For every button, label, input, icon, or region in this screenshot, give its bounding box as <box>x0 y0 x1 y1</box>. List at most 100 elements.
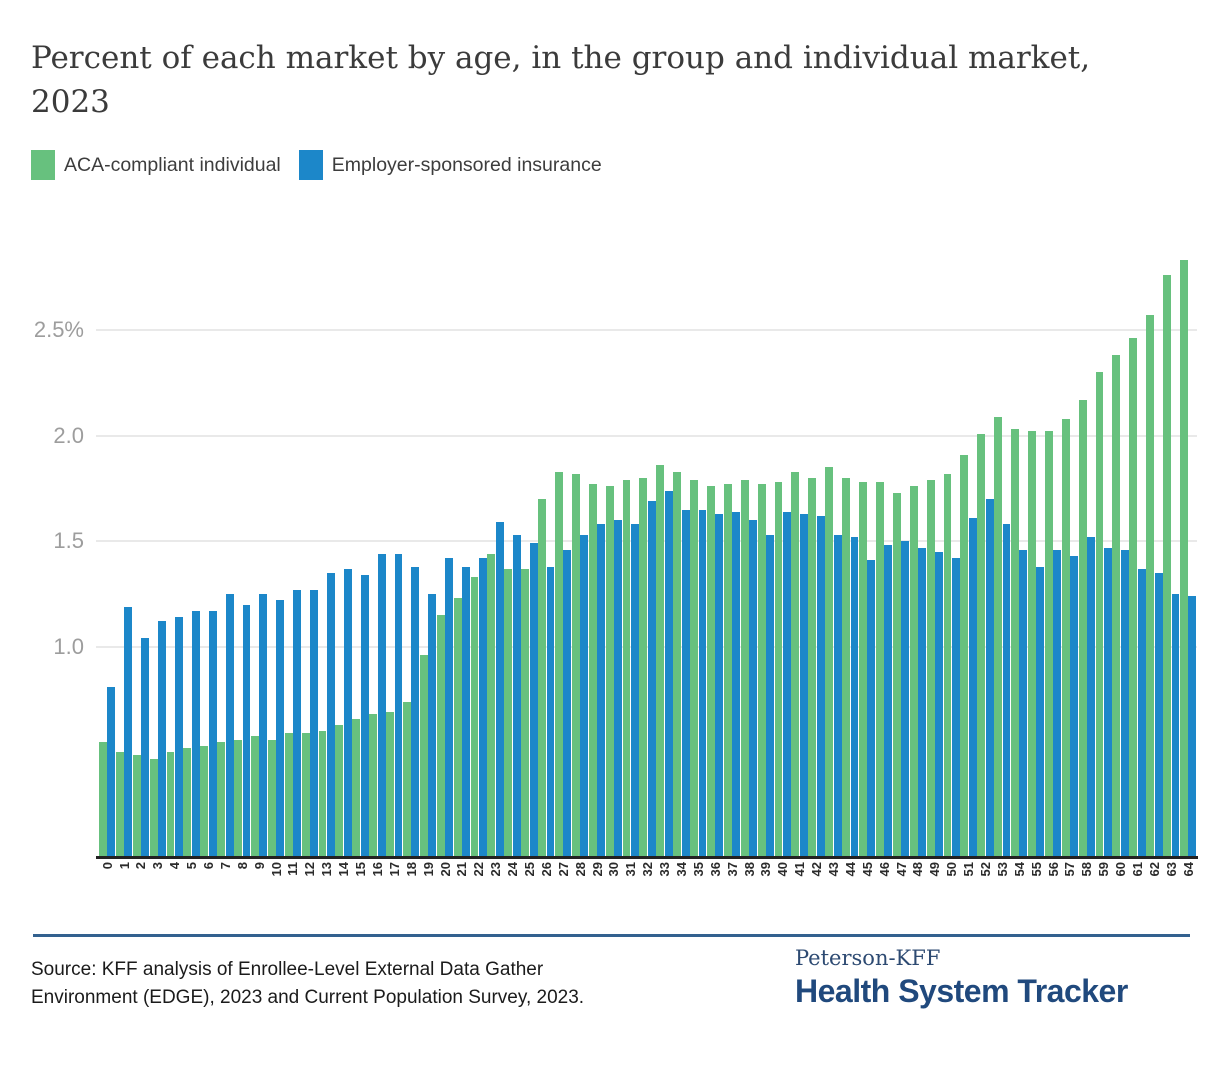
bar-esi-age-55 <box>1036 566 1045 858</box>
bar-aca-individual-age-37 <box>723 484 732 858</box>
x-tick-label-64: 64 <box>1180 862 1196 877</box>
bar-aca-individual-age-22 <box>470 577 479 858</box>
bar-esi-age-25 <box>529 543 538 858</box>
bar-group-age-2 <box>132 240 150 858</box>
bar-aca-individual-age-39 <box>757 484 766 858</box>
bar-group-age-11 <box>284 240 302 858</box>
source-text-line2: Environment (EDGE), 2023 and Current Pop… <box>31 987 585 1008</box>
bar-esi-age-63 <box>1171 594 1180 858</box>
bar-aca-individual-age-33 <box>656 465 665 858</box>
bar-aca-individual-age-1 <box>115 752 124 858</box>
bar-esi-age-23 <box>495 522 504 858</box>
bar-group-age-42 <box>808 240 825 858</box>
legend-label-aca-individual: ACA-compliant individual <box>64 153 281 176</box>
x-tick-label-22: 22 <box>471 862 487 877</box>
x-tick-label-39: 39 <box>758 862 774 877</box>
x-tick-label-7: 7 <box>217 862 233 870</box>
legend-swatch-green-icon <box>31 150 55 180</box>
x-tick-label-44: 44 <box>842 862 858 877</box>
bar-esi-age-9 <box>259 594 268 858</box>
bar-aca-individual-age-57 <box>1061 418 1070 858</box>
bar-group-age-56 <box>1044 240 1062 858</box>
bar-aca-individual-age-48 <box>909 486 918 858</box>
bar-group-age-50 <box>943 240 961 858</box>
bar-group-age-64 <box>1179 240 1197 858</box>
bar-group-age-32 <box>639 240 656 858</box>
bar-aca-individual-age-25 <box>521 568 530 858</box>
bar-esi-age-45 <box>867 560 876 858</box>
x-tick-label-17: 17 <box>386 862 402 877</box>
bar-group-age-22 <box>470 240 488 858</box>
x-tick-label-62: 62 <box>1146 862 1162 877</box>
bar-esi-age-34 <box>681 509 690 858</box>
x-tick-label-53: 53 <box>994 862 1010 877</box>
legend: ACA-compliant individual Employer-sponso… <box>31 150 602 180</box>
bar-esi-age-53 <box>1002 524 1011 858</box>
bar-aca-individual-age-3 <box>149 758 158 858</box>
bar-group-age-14 <box>335 240 352 858</box>
bar-esi-age-6 <box>208 610 217 858</box>
bar-esi-age-12 <box>310 589 318 858</box>
bar-esi-age-27 <box>563 549 572 858</box>
bar-group-age-12 <box>301 240 319 858</box>
bar-esi-age-28 <box>580 534 589 858</box>
bar-aca-individual-age-56 <box>1044 431 1053 858</box>
bar-group-age-5 <box>183 240 200 858</box>
x-tick-label-2: 2 <box>133 862 149 870</box>
legend-item-employer-sponsored[interactable]: Employer-sponsored insurance <box>298 150 602 180</box>
bar-group-age-39 <box>757 240 775 858</box>
brand-logo[interactable]: Peterson-KFF Health System Tracker <box>795 946 1128 1010</box>
bar-group-age-40 <box>774 240 792 858</box>
x-tick-label-56: 56 <box>1045 862 1061 877</box>
bar-esi-age-18 <box>411 566 420 858</box>
bar-group-age-33 <box>656 240 673 858</box>
plot-area <box>99 240 1200 858</box>
bar-esi-age-4 <box>174 617 183 858</box>
bar-esi-age-59 <box>1103 547 1112 858</box>
x-tick-label-59: 59 <box>1096 862 1112 877</box>
x-tick-label-29: 29 <box>589 862 605 877</box>
x-tick-label-33: 33 <box>657 862 673 877</box>
bar-aca-individual-age-16 <box>369 714 378 858</box>
bar-aca-individual-age-21 <box>453 598 462 858</box>
x-tick-label-1: 1 <box>116 862 132 870</box>
bar-esi-age-24 <box>512 534 521 858</box>
y-tick-label-1.5: 1.5 <box>53 528 84 554</box>
x-tick-label-12: 12 <box>302 862 318 877</box>
bar-esi-age-52 <box>985 498 994 858</box>
bar-group-age-58 <box>1078 240 1096 858</box>
x-tick-label-0: 0 <box>99 862 115 870</box>
bar-group-age-31 <box>622 240 640 858</box>
bar-group-age-49 <box>926 240 944 858</box>
bar-aca-individual-age-53 <box>994 416 1003 858</box>
x-tick-label-16: 16 <box>369 862 385 877</box>
bar-esi-age-39 <box>766 534 775 858</box>
chart-title-line2: 2023 <box>31 84 110 120</box>
bar-esi-age-38 <box>749 520 758 858</box>
x-tick-label-40: 40 <box>775 862 791 877</box>
bar-group-age-29 <box>588 240 606 858</box>
bar-aca-individual-age-10 <box>267 739 276 858</box>
bar-aca-individual-age-23 <box>487 553 496 858</box>
bar-esi-age-47 <box>901 541 910 858</box>
bar-aca-individual-age-9 <box>251 735 259 858</box>
bar-aca-individual-age-12 <box>301 733 310 858</box>
x-tick-label-6: 6 <box>201 862 217 870</box>
x-tick-label-19: 19 <box>420 862 436 877</box>
bar-esi-age-7 <box>225 594 234 858</box>
bar-esi-age-61 <box>1137 568 1146 858</box>
bar-group-age-23 <box>487 240 504 858</box>
bar-aca-individual-age-36 <box>707 486 715 858</box>
bar-aca-individual-age-17 <box>386 712 395 858</box>
bar-group-age-30 <box>605 240 623 858</box>
bar-esi-age-16 <box>377 553 386 858</box>
bar-aca-individual-age-45 <box>859 482 867 858</box>
legend-label-employer-sponsored: Employer-sponsored insurance <box>331 153 602 176</box>
bar-group-age-15 <box>352 240 369 858</box>
bar-group-age-62 <box>1146 240 1163 858</box>
bar-esi-age-60 <box>1120 549 1129 858</box>
bar-group-age-47 <box>892 240 910 858</box>
x-tick-label-10: 10 <box>268 862 284 877</box>
legend-item-aca-individual[interactable]: ACA-compliant individual <box>31 150 281 180</box>
bar-esi-age-36 <box>715 513 724 858</box>
